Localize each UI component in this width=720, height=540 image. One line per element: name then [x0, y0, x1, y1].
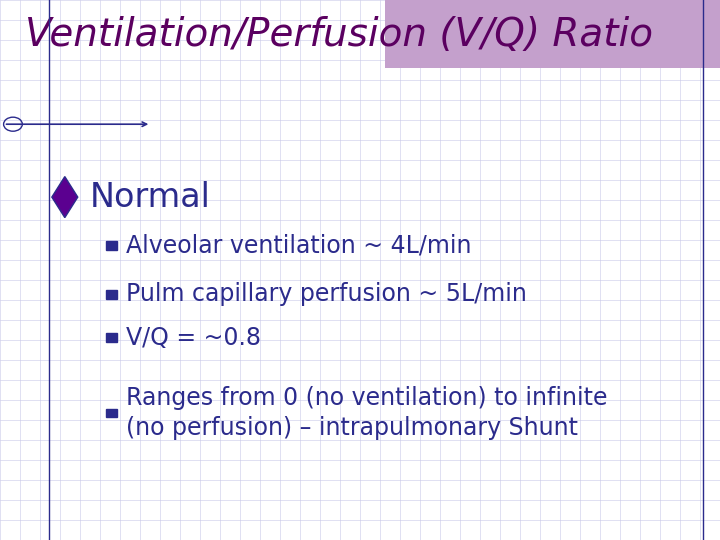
Polygon shape — [52, 177, 78, 218]
Text: Ventilation/Perfusion (V/Q) Ratio: Ventilation/Perfusion (V/Q) Ratio — [25, 16, 653, 54]
Bar — [385, 0, 720, 68]
Text: Pulm capillary perfusion ~ 5L/min: Pulm capillary perfusion ~ 5L/min — [126, 282, 527, 306]
Text: Ranges from 0 (no ventilation) to infinite
(no perfusion) – intrapulmonary Shunt: Ranges from 0 (no ventilation) to infini… — [126, 386, 608, 440]
Polygon shape — [106, 290, 117, 299]
Text: Alveolar ventilation ~ 4L/min: Alveolar ventilation ~ 4L/min — [126, 234, 472, 258]
Polygon shape — [106, 241, 117, 250]
Text: Normal: Normal — [90, 180, 211, 214]
Polygon shape — [106, 333, 117, 342]
Polygon shape — [106, 409, 117, 417]
Text: V/Q = ~0.8: V/Q = ~0.8 — [126, 326, 261, 349]
